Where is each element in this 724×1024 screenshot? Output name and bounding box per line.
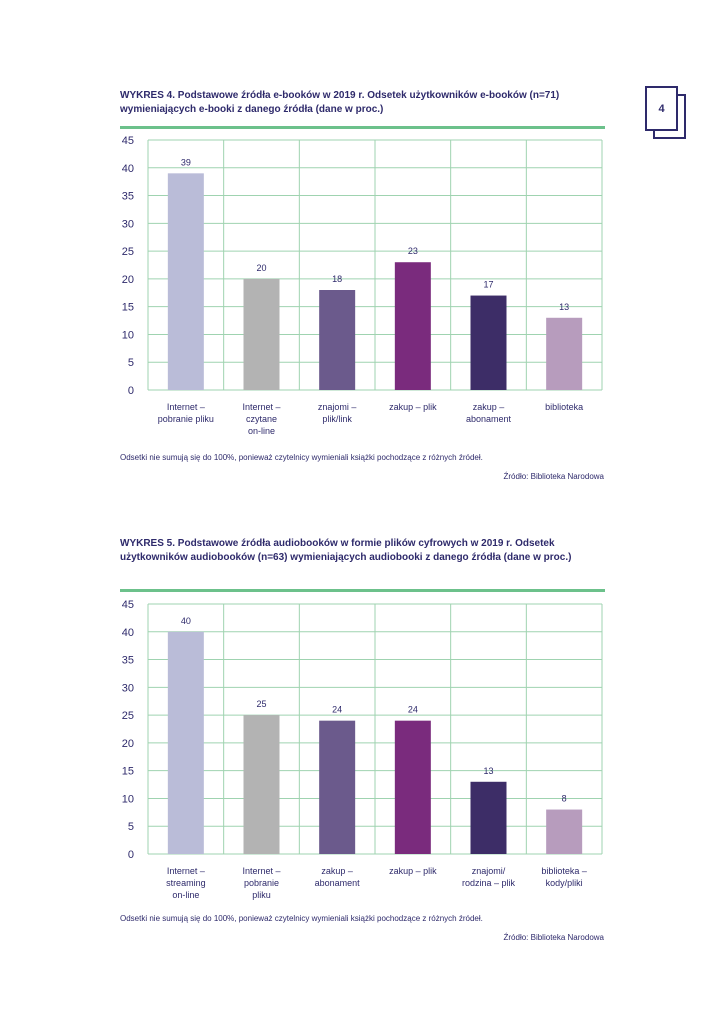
chart-4-category-label: Internet – czytane on-line (242, 402, 280, 436)
chart-5-category-label-line: znajomi/ (472, 866, 506, 876)
chart-4-bar (167, 173, 204, 390)
chart-5-bar (394, 720, 431, 854)
chart-4-ytick-label: 45 (122, 135, 134, 147)
chart-5-data-label: 24 (408, 705, 418, 715)
chart-5-note: Odsetki nie sumują się do 100%, ponieważ… (120, 914, 483, 923)
chart-5-category-label-line: pobranie (244, 878, 279, 888)
chart-4-category-label-line: pobranie pliku (158, 414, 214, 424)
chart-5-category-label-line: streaming (166, 878, 206, 888)
chart-5-category-label: znajomi/rodzina – plik (462, 866, 516, 888)
chart-5-title: WYKRES 5. Podstawowe źródła audiobooków … (120, 538, 572, 563)
chart-5-category-label-line: zakup – (321, 866, 353, 876)
chart-5-bar (243, 715, 280, 854)
chart-5-category-label: biblioteka – kody/pliki (541, 866, 587, 888)
chart-4-category-label: biblioteka (545, 402, 583, 412)
chart-5-bar (319, 720, 356, 854)
chart-4-ytick-label: 35 (122, 191, 134, 203)
chart-4-category-label: Internet – pobranie pliku (158, 402, 214, 424)
chart-4-category-label: zakup – abonament (466, 402, 512, 424)
chart-4-category-label-line: biblioteka (545, 402, 583, 412)
chart-4-data-label: 17 (483, 280, 493, 290)
chart-5-ytick-label: 40 (122, 627, 134, 639)
chart-4-data-label: 20 (256, 263, 266, 273)
chart-4-ytick-label: 20 (122, 274, 134, 286)
chart-5-category-label-line: biblioteka – (541, 866, 587, 876)
chart-5-ytick-label: 5 (128, 821, 134, 833)
chart-4-category-label-line: plik/link (322, 414, 352, 424)
chart-5-title-rule (120, 589, 605, 592)
chart-5-data-label: 13 (483, 766, 493, 776)
chart-4-category-label: zakup – plik (389, 402, 437, 412)
chart-4-category-label: znajomi – plik/link (318, 402, 357, 424)
chart-4-category-label-line: zakup – (473, 402, 505, 412)
chart-4-category-label-line: znajomi – (318, 402, 357, 412)
chart-4-svg: 0 5 10 15 20 25 30 35 40 45 39 Internet – pobranie p… (122, 135, 603, 436)
chart-5-category-label-line: abonament (315, 878, 361, 888)
chart-4-ytick-label: 15 (122, 302, 134, 314)
chart-5-category-label: Internet – streaming on-line (166, 866, 206, 900)
chart-4-category-label-line: abonament (466, 414, 512, 424)
chart-5-ytick-label: 10 (122, 793, 134, 805)
chart-4-ytick-label: 25 (122, 246, 134, 258)
chart-4-category-label-line: Internet – (242, 402, 280, 412)
chart-5-category-label-line: rodzina – plik (462, 878, 516, 888)
chart-5-category-label-line: on-line (172, 890, 199, 900)
chart-5-bar (546, 809, 583, 854)
chart-4-category-label-line: czytane (246, 414, 277, 424)
chart-5-ytick-label: 30 (122, 682, 134, 694)
chart-4-bar (319, 290, 356, 390)
chart-4-note: Odsetki nie sumują się do 100%, ponieważ… (120, 453, 483, 462)
chart-4-data-label: 23 (408, 246, 418, 256)
chart-5-bar (470, 781, 507, 854)
chart-5-category-label: zakup – abonament (315, 866, 361, 888)
chart-4-category-label-line: zakup – plik (389, 402, 437, 412)
chart-5-category-label: Internet – pobranie pliku (242, 866, 280, 900)
chart-5-ytick-label: 15 (122, 766, 134, 778)
chart-5-ytick-label: 45 (122, 599, 134, 611)
chart-4-ytick-label: 5 (128, 357, 134, 369)
chart-5-source: Źródło: Biblioteka Narodowa (503, 933, 605, 942)
chart-4-data-label: 18 (332, 274, 342, 284)
chart-5-ytick-label: 25 (122, 710, 134, 722)
chart-5-category-label-line: Internet – (167, 866, 205, 876)
chart-4-bar (243, 278, 280, 390)
chart-5-category-label-line: pliku (252, 890, 271, 900)
chart-5-data-label: 8 (562, 794, 567, 804)
chart-4-category-label-line: on-line (248, 426, 275, 436)
chart-4-ytick-label: 40 (122, 163, 134, 175)
chart-5-category-label: zakup – plik (389, 866, 437, 876)
chart-5-ytick-label: 20 (122, 738, 134, 750)
chart-4-data-label: 39 (181, 157, 191, 167)
page-number-badge: 4 (645, 86, 686, 139)
chart-4-title-rule (120, 126, 605, 129)
chart-5-ytick-label: 0 (128, 849, 134, 861)
chart-4-data-label: 13 (559, 302, 569, 312)
chart-5-data-label: 40 (181, 616, 191, 626)
chart-4-bar (470, 295, 507, 390)
chart-4-source: Źródło: Biblioteka Narodowa (503, 472, 605, 481)
chart-4-ytick-label: 10 (122, 329, 134, 341)
chart-5-category-label-line: zakup – plik (389, 866, 437, 876)
chart-5-bar (167, 631, 204, 854)
chart-5-data-label: 25 (256, 699, 266, 709)
chart-5-ytick-label: 35 (122, 655, 134, 667)
chart-4-title: WYKRES 4. Podstawowe źródła e-booków w 2… (120, 90, 560, 115)
chart-5-category-label-line: kody/pliki (546, 878, 583, 888)
chart-4-bar (394, 262, 431, 390)
chart-5-category-label-line: Internet – (242, 866, 280, 876)
chart-5-data-label: 24 (332, 705, 342, 715)
chart-4-ytick-label: 0 (128, 385, 134, 397)
chart-4-ytick-label: 30 (122, 218, 134, 230)
chart-4-bar (546, 317, 583, 390)
page-number: 4 (645, 86, 678, 131)
chart-4-category-label-line: Internet – (167, 402, 205, 412)
chart-5-svg: 0 5 10 15 20 25 30 35 40 45 40 Internet – streaming o… (122, 599, 603, 900)
